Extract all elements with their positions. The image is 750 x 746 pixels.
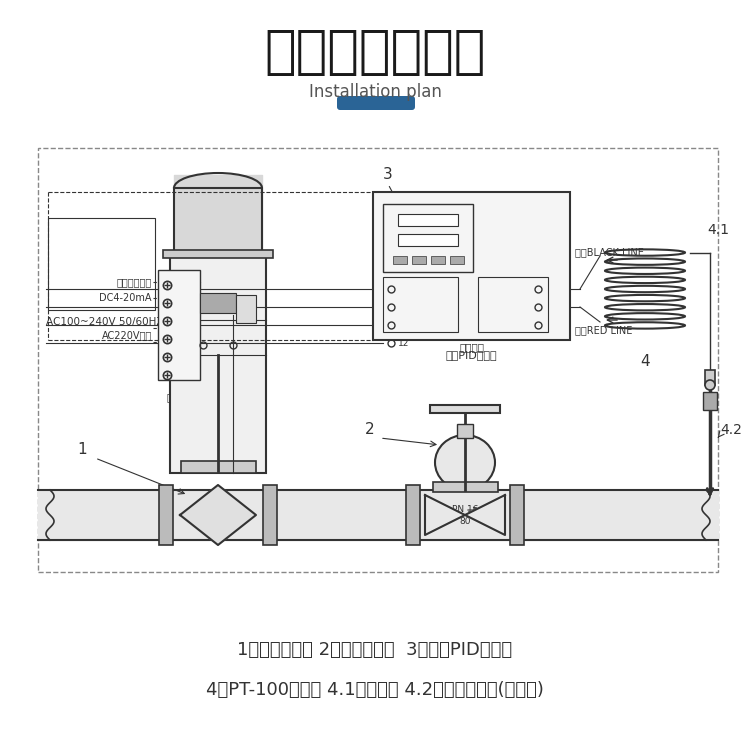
Text: 3: 3 <box>383 167 393 182</box>
Polygon shape <box>174 188 262 255</box>
Bar <box>398 234 458 246</box>
Polygon shape <box>465 495 505 535</box>
Text: 11: 11 <box>398 321 410 330</box>
Text: 红色RED LINE: 红色RED LINE <box>575 325 632 335</box>
Bar <box>457 424 473 438</box>
Bar <box>383 277 458 332</box>
Text: PN 16: PN 16 <box>452 506 478 515</box>
Text: 1、电动调节阀 2、手动截止阀  3、智能PID调节器: 1、电动调节阀 2、手动截止阀 3、智能PID调节器 <box>238 641 512 659</box>
Text: 4: 4 <box>178 316 184 326</box>
Text: 5: 5 <box>178 298 184 308</box>
Text: PN 16: PN 16 <box>205 506 231 515</box>
Polygon shape <box>425 495 465 535</box>
Text: 24: 24 <box>519 321 530 330</box>
Bar <box>510 485 524 545</box>
FancyBboxPatch shape <box>337 96 415 110</box>
Text: 4: 4 <box>640 354 650 369</box>
Bar <box>373 192 570 340</box>
Text: 接线端子: 接线端子 <box>166 392 191 402</box>
Bar <box>430 405 500 413</box>
Text: 3: 3 <box>178 334 184 344</box>
Text: 智能PID调节器: 智能PID调节器 <box>446 350 497 360</box>
Bar <box>48 218 155 310</box>
Text: 1: 1 <box>77 442 87 457</box>
Polygon shape <box>180 485 256 545</box>
Bar <box>433 482 497 492</box>
Text: DC4-20mA: DC4-20mA <box>100 293 152 303</box>
Text: AC100~240V 50/60HZ: AC100~240V 50/60HZ <box>46 317 164 327</box>
Text: 22: 22 <box>519 284 530 293</box>
Text: DN80: DN80 <box>206 515 230 524</box>
Text: 23: 23 <box>519 302 530 312</box>
Ellipse shape <box>435 435 495 490</box>
Bar <box>705 370 715 385</box>
Text: 4.1: 4.1 <box>707 223 729 237</box>
Text: PV: PV <box>388 218 400 227</box>
Text: Installation plan: Installation plan <box>308 83 442 101</box>
Bar <box>170 255 266 473</box>
Bar <box>181 461 256 473</box>
Text: RTD: RTD <box>553 292 563 312</box>
Bar <box>383 204 473 272</box>
Text: 6: 6 <box>178 280 184 290</box>
Bar <box>703 392 717 410</box>
Text: 黑色BLACK LINE: 黑色BLACK LINE <box>575 247 644 257</box>
Bar <box>393 256 407 264</box>
Text: SV: SV <box>388 237 400 246</box>
Bar <box>263 485 277 545</box>
Bar <box>398 214 458 226</box>
Bar <box>450 256 464 264</box>
Bar <box>406 485 420 545</box>
Text: 接线端子: 接线端子 <box>459 342 484 352</box>
Bar <box>236 295 256 323</box>
Bar <box>159 485 173 545</box>
Text: 4.2: 4.2 <box>720 423 742 437</box>
Text: 12: 12 <box>398 339 410 348</box>
Bar <box>158 270 200 380</box>
Text: 输入控制信号: 输入控制信号 <box>117 277 152 287</box>
Bar <box>38 148 718 572</box>
Bar <box>412 256 426 264</box>
Bar <box>431 256 445 264</box>
Bar <box>478 277 548 332</box>
Text: AC220V电压: AC220V电压 <box>102 330 152 340</box>
Text: 2: 2 <box>365 422 375 437</box>
Text: 2: 2 <box>178 352 184 362</box>
Text: 1: 1 <box>178 370 184 380</box>
Text: 4、PT-100传感器 4.1、毛细管 4.2、传感器探头(测温点): 4、PT-100传感器 4.1、毛细管 4.2、传感器探头(测温点) <box>206 681 544 699</box>
Bar <box>200 293 236 313</box>
Text: 25: 25 <box>398 284 410 293</box>
Ellipse shape <box>705 380 715 390</box>
Text: 温度安装方案图: 温度安装方案图 <box>264 26 486 78</box>
Text: 26: 26 <box>398 302 410 312</box>
Text: 80: 80 <box>459 516 471 525</box>
Bar <box>163 250 273 258</box>
